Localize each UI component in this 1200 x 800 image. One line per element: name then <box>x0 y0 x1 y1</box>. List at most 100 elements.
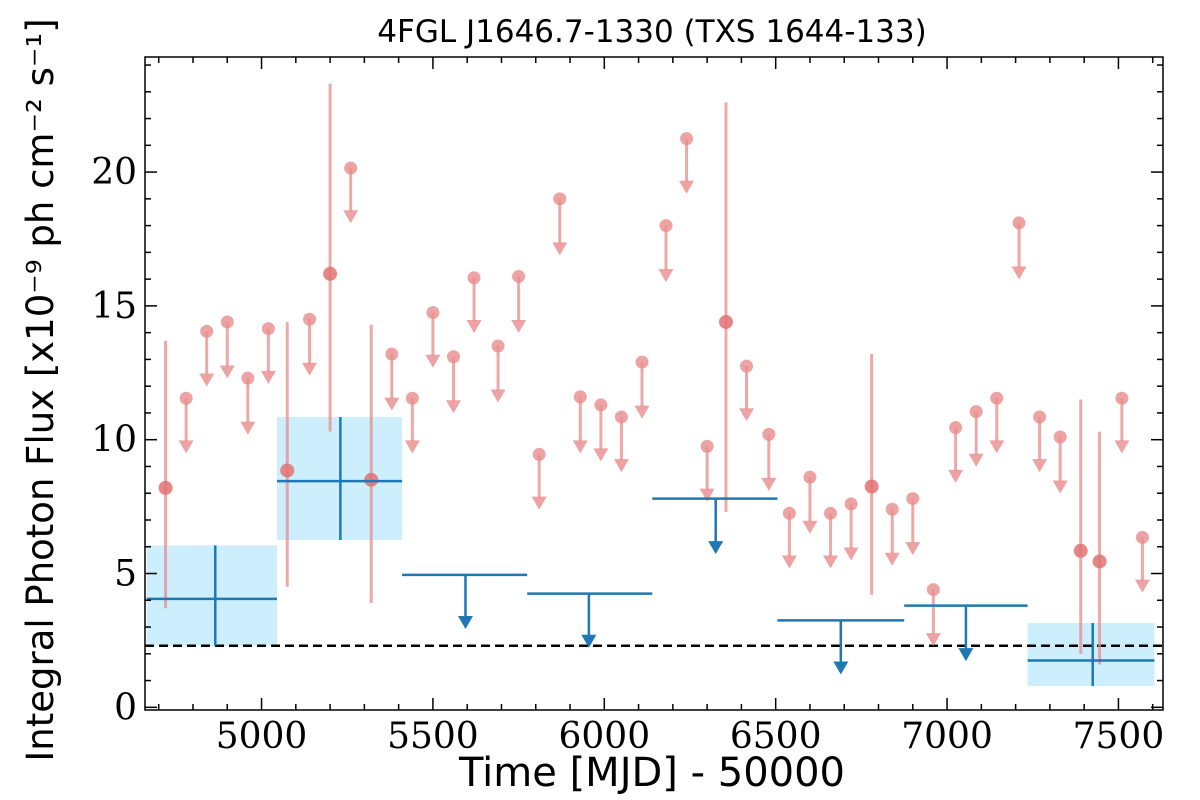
x-tick-label: 7000 <box>901 716 993 757</box>
upper-limit-marker <box>926 583 940 597</box>
upper-limit-marker <box>990 391 1004 405</box>
upper-limit-arrow <box>343 210 359 224</box>
plot-area: 5000 5500 6000 6500 7000 7500 0 5 10 15 20 <box>91 56 1165 757</box>
upper-limit-arrow <box>302 362 318 376</box>
upper-limit-arrow <box>552 242 568 256</box>
upper-limit-arrow <box>199 373 215 387</box>
upper-limit-arrow <box>178 440 194 454</box>
bin-upper-limit-arrow <box>457 616 473 630</box>
y-tick-label: 5 <box>114 554 137 595</box>
upper-limit-arrow <box>466 319 482 333</box>
bin-upper-limit-arrow <box>833 661 849 675</box>
data-point <box>1073 543 1088 558</box>
upper-limit-marker <box>573 390 587 404</box>
bin-upper-limit-arrow <box>581 634 597 648</box>
upper-limit-arrow <box>905 542 921 556</box>
y-tick-label: 10 <box>91 420 137 461</box>
upper-limit-marker <box>512 269 526 283</box>
data-point <box>1092 554 1107 569</box>
upper-limit-marker <box>553 192 567 206</box>
x-tick-label: 6000 <box>558 716 650 757</box>
upper-limit-arrow <box>531 496 547 510</box>
upper-limit-arrow <box>761 477 777 491</box>
upper-limit-arrow <box>1032 459 1048 473</box>
x-tick-label: 7500 <box>1073 716 1165 757</box>
upper-limit-arrow <box>404 440 420 454</box>
upper-limit-marker <box>614 410 628 424</box>
x-axis-label: Time [MJD] - 50000 <box>458 750 845 796</box>
x-tick-label: 5500 <box>387 716 479 757</box>
upper-limit-marker <box>700 439 714 453</box>
upper-limit-marker <box>885 502 899 516</box>
upper-limit-arrow <box>572 440 588 454</box>
uncertainty-band <box>1027 623 1155 686</box>
upper-limit-marker <box>969 405 983 419</box>
upper-limit-marker <box>491 339 505 353</box>
upper-limit-marker <box>635 355 649 369</box>
upper-limit-arrow <box>679 180 695 194</box>
x-tick-label: 6500 <box>730 716 822 757</box>
upper-limit-arrow <box>884 552 900 566</box>
upper-limit-arrow <box>802 520 818 534</box>
upper-limit-marker <box>467 271 481 285</box>
upper-limit-arrow <box>511 319 527 333</box>
upper-limit-arrow <box>968 453 984 467</box>
upper-limit-arrow <box>739 408 755 422</box>
upper-limit-marker <box>680 132 694 146</box>
upper-limit-marker <box>594 398 608 412</box>
upper-limit-marker <box>740 359 754 373</box>
y-tick-label: 15 <box>91 286 137 327</box>
upper-limit-marker <box>844 497 858 511</box>
data-point <box>323 266 338 281</box>
upper-limit-arrow <box>490 389 506 403</box>
data-point <box>864 479 879 494</box>
upper-limit-marker <box>1012 216 1026 230</box>
chart-title: 4FGL J1646.7-1330 (TXS 1644-133) <box>377 14 926 50</box>
data-point <box>718 314 733 329</box>
upper-limit-marker <box>782 506 796 520</box>
y-tick-label: 0 <box>114 687 137 728</box>
upper-limit-marker <box>220 315 234 329</box>
upper-limit-arrow <box>948 469 964 483</box>
upper-limit-arrow <box>445 400 461 414</box>
upper-limit-marker <box>179 391 193 405</box>
upper-limit-marker <box>261 322 275 336</box>
upper-limit-arrow <box>260 370 276 384</box>
upper-limit-arrow <box>989 440 1005 454</box>
upper-limit-arrow <box>613 459 629 473</box>
upper-limit-arrow <box>593 448 609 462</box>
upper-limit-marker <box>446 350 460 364</box>
upper-limit-marker <box>1135 530 1149 544</box>
upper-limit-marker <box>803 470 817 484</box>
upper-limit-marker <box>1053 430 1067 444</box>
data-point <box>364 472 379 487</box>
upper-limit-marker <box>1033 410 1047 424</box>
upper-limit-arrow <box>781 555 797 569</box>
upper-limit-marker <box>906 492 920 506</box>
upper-limit-marker <box>1115 391 1129 405</box>
data-point <box>280 463 295 478</box>
bin-upper-limit-arrow <box>708 541 724 555</box>
uncertainty-band <box>146 545 277 646</box>
upper-limit-arrow <box>843 547 859 561</box>
upper-limit-arrow <box>1011 266 1027 280</box>
upper-limit-arrow <box>219 365 235 379</box>
plot-frame <box>144 56 1164 711</box>
x-tick-label: 5000 <box>216 716 308 757</box>
upper-limit-marker <box>426 306 440 320</box>
upper-limit-marker <box>762 427 776 441</box>
upper-limit-marker <box>303 312 317 326</box>
upper-limit-arrow <box>658 269 674 283</box>
upper-limit-arrow <box>925 633 941 647</box>
upper-limit-marker <box>405 391 419 405</box>
bin-upper-limit-arrow <box>958 648 974 662</box>
upper-limit-arrow <box>634 405 650 419</box>
upper-limit-marker <box>385 347 399 361</box>
upper-limit-marker <box>659 219 673 233</box>
upper-limit-marker <box>344 161 358 175</box>
upper-limit-arrow <box>1052 480 1068 494</box>
data-point <box>158 480 173 495</box>
upper-limit-arrow <box>1134 579 1150 593</box>
upper-limit-marker <box>949 421 963 435</box>
